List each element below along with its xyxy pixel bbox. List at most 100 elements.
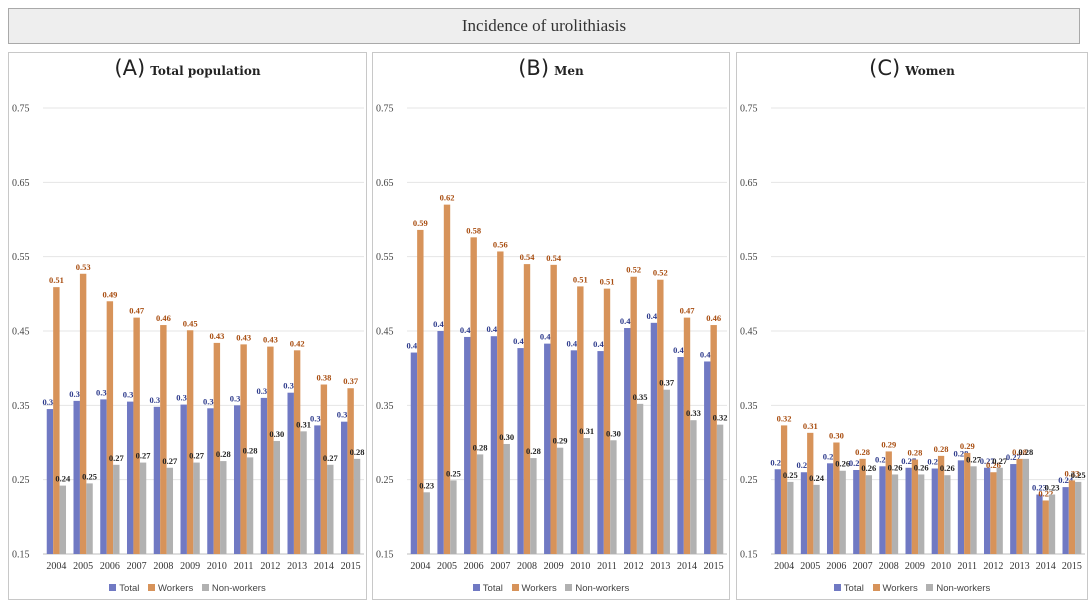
data-label-total: 0.41 bbox=[700, 349, 715, 359]
bar-workers bbox=[133, 317, 140, 554]
bar-workers bbox=[885, 451, 892, 554]
data-label-non-workers: 0.25 bbox=[1071, 470, 1086, 480]
bar-non-workers bbox=[610, 440, 617, 554]
bar-total bbox=[826, 463, 834, 554]
data-label-workers: 0.28 bbox=[907, 448, 922, 458]
bar-non-workers bbox=[636, 403, 644, 554]
x-tick-label: 2015 bbox=[704, 561, 724, 572]
data-label-total: 0.36 bbox=[257, 386, 272, 396]
data-label-non-workers: 0.27 bbox=[136, 451, 152, 461]
legend-label-non-workers: Non-workers bbox=[211, 583, 266, 594]
data-label-non-workers: 0.26 bbox=[861, 463, 876, 473]
x-tick-label: 2014 bbox=[314, 561, 334, 572]
data-label-total: 0.42 bbox=[593, 339, 608, 349]
data-label-non-workers: 0.33 bbox=[686, 408, 701, 418]
data-label-workers: 0.32 bbox=[777, 413, 792, 423]
y-tick-label: 0.15 bbox=[12, 550, 30, 561]
bar-workers bbox=[240, 344, 247, 554]
data-label-workers: 0.43 bbox=[209, 331, 224, 341]
data-label-workers: 0.52 bbox=[653, 268, 668, 278]
legend-item-workers: Workers bbox=[148, 583, 193, 594]
data-label-workers: 0.45 bbox=[183, 318, 198, 328]
y-tick-label: 0.55 bbox=[376, 252, 394, 263]
data-label-workers: 0.53 bbox=[76, 262, 91, 272]
data-label-non-workers: 0.31 bbox=[296, 419, 311, 429]
legend-item-total: Total bbox=[472, 583, 503, 594]
data-label-non-workers: 0.25 bbox=[783, 470, 798, 480]
data-label-total: 0.24 bbox=[1058, 475, 1074, 485]
data-label-workers: 0.49 bbox=[102, 289, 117, 299]
bar-workers bbox=[443, 204, 451, 554]
bar-total bbox=[464, 336, 471, 554]
legend-label-total: Total bbox=[843, 583, 864, 594]
bar-workers bbox=[683, 317, 691, 554]
data-label-non-workers: 0.32 bbox=[713, 413, 728, 423]
bar-workers bbox=[859, 458, 866, 554]
panel-letter: (C) bbox=[869, 56, 901, 80]
bar-total bbox=[180, 404, 187, 554]
data-label-workers: 0.28 bbox=[1012, 447, 1027, 457]
bar-workers bbox=[990, 472, 997, 554]
data-label-workers: 0.59 bbox=[413, 218, 428, 228]
bar-non-workers bbox=[944, 475, 951, 554]
y-tick-label: 0.75 bbox=[376, 104, 394, 115]
bar-workers bbox=[710, 325, 717, 554]
data-label-non-workers: 0.24 bbox=[809, 473, 825, 483]
y-tick-label: 0.55 bbox=[740, 252, 758, 263]
legend-item-non-workers: Non-workers bbox=[926, 583, 990, 594]
data-label-total: 0.35 bbox=[123, 390, 138, 400]
data-label-workers: 0.28 bbox=[934, 444, 949, 454]
bar-workers bbox=[630, 276, 637, 554]
x-tick-label: 2014 bbox=[677, 561, 697, 572]
y-tick-label: 0.35 bbox=[12, 401, 30, 412]
bar-non-workers bbox=[716, 424, 724, 554]
bar-total bbox=[544, 343, 551, 554]
data-label-non-workers: 0.30 bbox=[606, 428, 621, 438]
data-label-non-workers: 0.27 bbox=[992, 456, 1008, 466]
x-tick-label: 2009 bbox=[905, 561, 925, 572]
data-label-total: 0.27 bbox=[875, 454, 891, 464]
x-tick-label: 2010 bbox=[207, 561, 227, 572]
bar-non-workers bbox=[556, 447, 564, 554]
bar-workers bbox=[417, 229, 424, 554]
bar-non-workers bbox=[220, 461, 227, 554]
data-label-non-workers: 0.26 bbox=[835, 459, 850, 469]
panel-letter: (A) bbox=[114, 56, 146, 80]
data-label-workers: 0.46 bbox=[156, 313, 171, 323]
data-label-workers: 0.58 bbox=[466, 225, 481, 235]
bar-non-workers bbox=[503, 443, 510, 554]
x-tick-label: 2009 bbox=[544, 561, 564, 572]
x-tick-label: 2004 bbox=[410, 561, 430, 572]
bar-total bbox=[153, 406, 161, 554]
data-label-total: 0.27 bbox=[1006, 452, 1022, 462]
legend-swatch-total bbox=[472, 584, 480, 591]
bar-non-workers bbox=[530, 458, 537, 554]
bar-non-workers bbox=[663, 389, 670, 554]
legend-swatch-workers bbox=[872, 584, 880, 591]
x-tick-label: 2013 bbox=[1010, 561, 1030, 572]
data-label-total: 0.35 bbox=[203, 396, 218, 406]
panel-title: (C) Women bbox=[737, 56, 1087, 80]
bar-workers bbox=[964, 452, 971, 554]
bar-total bbox=[800, 472, 808, 554]
x-tick-label: 2005 bbox=[800, 561, 820, 572]
bar-total bbox=[905, 467, 912, 554]
y-tick-label: 0.25 bbox=[740, 475, 758, 486]
legend-swatch-workers bbox=[511, 584, 519, 591]
legend-item-total: Total bbox=[109, 583, 139, 594]
bar-non-workers bbox=[996, 467, 1003, 554]
data-label-workers: 0.43 bbox=[263, 335, 278, 345]
y-tick-label: 0.25 bbox=[376, 475, 394, 486]
data-label-non-workers: 0.27 bbox=[966, 454, 982, 464]
bar-workers bbox=[79, 273, 87, 554]
data-label-workers: 0.23 bbox=[1064, 468, 1079, 478]
x-tick-label: 2004 bbox=[774, 561, 794, 572]
data-label-total: 0.46 bbox=[646, 311, 661, 321]
bar-non-workers bbox=[246, 457, 254, 554]
legend: Total Workers Non-workers bbox=[737, 583, 1087, 594]
bar-total bbox=[1010, 464, 1017, 554]
bar-total bbox=[287, 392, 294, 554]
bar-total bbox=[1036, 494, 1043, 554]
data-label-total: 0.35 bbox=[150, 395, 165, 405]
data-label-total: 0.37 bbox=[283, 381, 299, 391]
